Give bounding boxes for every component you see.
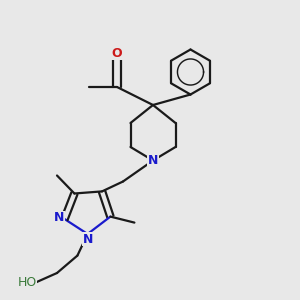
Text: HO: HO xyxy=(17,276,37,289)
Text: O: O xyxy=(112,46,122,60)
Text: N: N xyxy=(148,154,158,167)
Text: N: N xyxy=(83,232,93,246)
Text: N: N xyxy=(54,211,64,224)
